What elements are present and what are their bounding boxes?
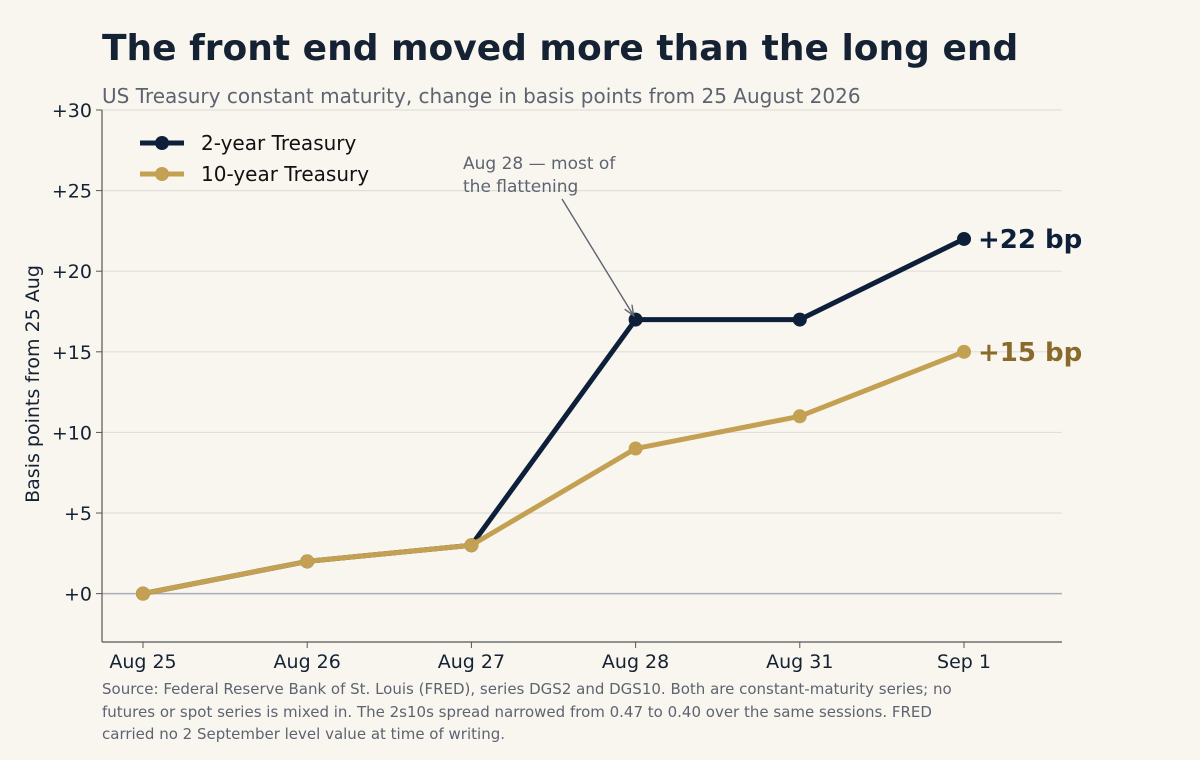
data-point-10yr xyxy=(300,554,315,569)
annotations: Aug 28 — most of the flattening xyxy=(463,154,635,318)
x-tick-label: Sep 1 xyxy=(937,651,991,673)
y-axis-title: Basis points from 25 Aug xyxy=(22,265,44,503)
end-label-10yr: +15 bp xyxy=(978,338,1082,368)
annotation-arrowhead xyxy=(624,304,635,318)
x-tick-label: Aug 28 xyxy=(602,651,669,673)
data-point-2yr xyxy=(957,231,971,246)
annotation-text: Aug 28 — most of xyxy=(463,154,616,174)
x-tick-label: Aug 27 xyxy=(438,651,505,673)
series-line-10yr xyxy=(140,349,967,597)
data-point-10yr xyxy=(136,586,150,601)
data-point-2yr xyxy=(792,312,807,327)
annotation-text: the flattening xyxy=(463,177,578,197)
annotation-arrow xyxy=(561,198,635,316)
data-point-10yr xyxy=(792,409,807,424)
y-tick-label: +5 xyxy=(64,503,92,525)
x-tick-label: Aug 25 xyxy=(109,651,176,673)
chart-subtitle: US Treasury constant maturity, change in… xyxy=(102,84,861,108)
y-tick-label: +20 xyxy=(52,261,92,283)
y-tick-label: +15 xyxy=(52,342,92,364)
gridlines xyxy=(102,109,1062,595)
axes: +0 +5 +10 +15 +20 +25 +30 Aug 25 Aug 26 Aug 27 Aug… xyxy=(22,100,1062,673)
end-label-2yr: +22 bp xyxy=(978,225,1082,255)
x-tick-label: Aug 26 xyxy=(274,651,341,673)
legend-marker-2yr xyxy=(155,136,169,150)
source-note: Source: Federal Reserve Bank of St. Loui… xyxy=(102,680,952,743)
series-lines: +22 bp +15 bp xyxy=(136,225,1082,601)
y-tick-label: +0 xyxy=(64,584,92,606)
y-tick-label: +30 xyxy=(52,100,92,122)
legend-label-10yr: 10-year Treasury xyxy=(201,162,369,186)
data-point-10yr xyxy=(628,441,643,456)
data-point-10yr xyxy=(957,344,971,359)
series-line-2yr xyxy=(140,236,967,597)
legend-label-2yr: 2-year Treasury xyxy=(201,131,357,155)
x-tick-label: Aug 31 xyxy=(766,651,833,673)
data-point-2yr xyxy=(628,312,643,327)
data-point-10yr xyxy=(464,538,479,553)
legend: 2-year Treasury 10-year Treasury xyxy=(140,131,369,186)
legend-marker-10yr xyxy=(155,167,169,181)
y-tick-label: +10 xyxy=(52,422,92,444)
y-tick-label: +25 xyxy=(52,181,92,203)
chart-title: The front end moved more than the long e… xyxy=(102,28,1019,69)
